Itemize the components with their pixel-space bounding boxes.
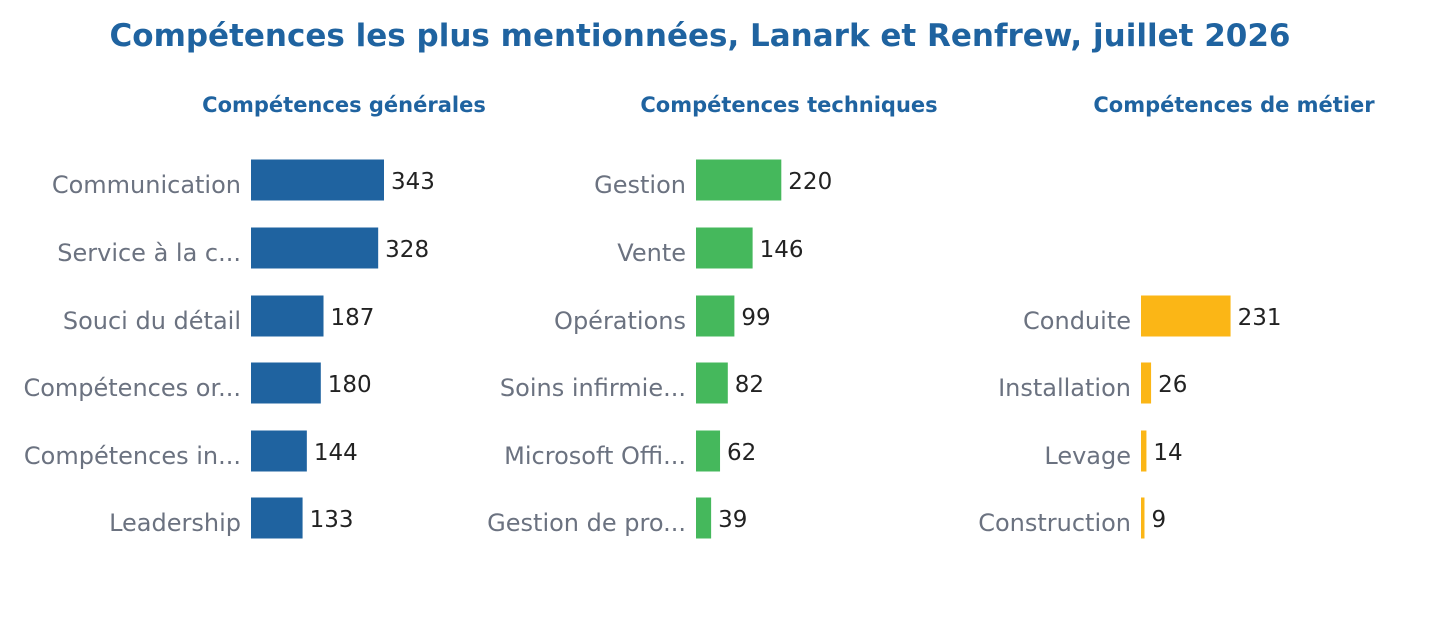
category-label: Communication	[52, 171, 241, 199]
category-label: Compétences in...	[24, 442, 241, 470]
category-label: Construction	[978, 509, 1131, 537]
category-label: Levage	[1044, 442, 1131, 470]
category-label: Soins infirmie...	[500, 374, 686, 402]
bar	[251, 295, 324, 337]
value-label: 9	[1151, 507, 1166, 533]
bar	[696, 159, 782, 201]
bar	[251, 430, 307, 472]
category-label: Conduite	[1023, 307, 1131, 335]
value-label: 220	[788, 169, 832, 195]
category-label: Gestion de pro...	[487, 509, 686, 537]
panel-title: Compétences techniques	[640, 93, 937, 117]
category-label: Microsoft Offi...	[504, 442, 686, 470]
value-label: 133	[310, 507, 354, 533]
bar	[251, 362, 321, 404]
panel-3: Compétences de métier Conduite 231 Installa…	[978, 93, 1375, 539]
category-label: Gestion	[594, 171, 686, 199]
category-label: Opérations	[554, 307, 686, 335]
value-label: 343	[391, 169, 435, 195]
value-label: 99	[741, 305, 770, 331]
value-label: 62	[727, 440, 756, 466]
bar	[696, 295, 735, 337]
chart-title: Compétences les plus mentionnées, Lanark…	[109, 18, 1291, 54]
category-label: Service à la c...	[57, 239, 241, 267]
bar	[1141, 362, 1152, 404]
value-label: 187	[331, 305, 375, 331]
bar	[251, 497, 303, 539]
value-label: 14	[1153, 440, 1182, 466]
bar	[696, 362, 728, 404]
category-label: Installation	[998, 374, 1131, 402]
value-label: 82	[735, 372, 764, 398]
bar	[696, 430, 721, 472]
bar	[251, 227, 379, 269]
value-label: 146	[760, 237, 804, 263]
value-label: 231	[1238, 305, 1282, 331]
category-label: Leadership	[109, 509, 241, 537]
bar	[1141, 430, 1147, 472]
value-label: 26	[1158, 372, 1187, 398]
category-label: Compétences or...	[23, 374, 241, 402]
bar	[696, 227, 753, 269]
value-label: 144	[314, 440, 358, 466]
bar	[696, 497, 712, 539]
bar	[251, 159, 384, 201]
value-label: 180	[328, 372, 372, 398]
bar	[1141, 497, 1145, 539]
panel-title: Compétences générales	[202, 93, 486, 117]
bar	[1141, 295, 1231, 337]
panel-1: Compétences générales Communication 343 Ser…	[23, 93, 486, 539]
panel-title: Compétences de métier	[1093, 93, 1375, 117]
value-label: 328	[385, 237, 429, 263]
value-label: 39	[718, 507, 747, 533]
category-label: Vente	[617, 239, 686, 267]
category-label: Souci du détail	[63, 307, 241, 335]
panel-2: Compétences techniques Gestion 220 Vente 146…	[487, 93, 938, 539]
